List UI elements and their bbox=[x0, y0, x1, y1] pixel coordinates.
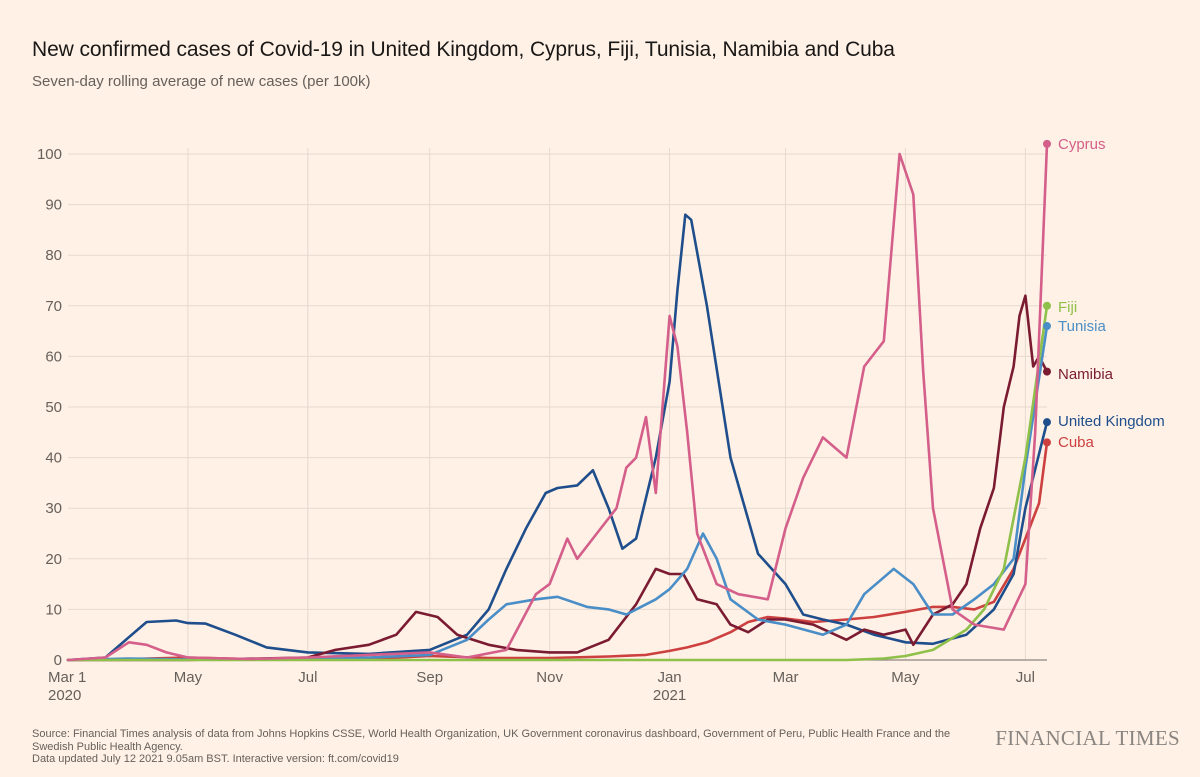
x-tick-label: Nov bbox=[536, 669, 563, 686]
end-dot-fiji bbox=[1043, 301, 1051, 310]
y-tick-label: 90 bbox=[45, 197, 62, 214]
y-tick-label: 70 bbox=[45, 298, 62, 315]
chart-subtitle: Seven-day rolling average of new cases (… bbox=[32, 73, 371, 90]
series-label-cyprus: Cyprus bbox=[1058, 136, 1106, 153]
series-label-cuba: Cuba bbox=[1058, 434, 1095, 451]
series-line-cyprus bbox=[66, 142, 1049, 662]
y-tick-label: 100 bbox=[37, 146, 62, 163]
series-line-tunisia bbox=[66, 324, 1049, 662]
x-tick-label: Sep bbox=[416, 669, 443, 686]
update-note: Data updated July 12 2021 9.05am BST. In… bbox=[32, 753, 399, 765]
series-lines bbox=[66, 142, 1049, 662]
x-tick-label: Mar 1 bbox=[48, 669, 86, 686]
series-line-namibia bbox=[66, 294, 1049, 662]
end-dot-united-kingdom bbox=[1043, 418, 1051, 427]
end-dot-cyprus bbox=[1043, 139, 1051, 148]
series-label-tunisia: Tunisia bbox=[1058, 318, 1106, 335]
y-tick-label: 0 bbox=[54, 652, 62, 669]
y-tick-label: 50 bbox=[45, 399, 62, 416]
x-tick-sublabel: 2021 bbox=[653, 687, 686, 704]
series-line-united-kingdom bbox=[66, 213, 1049, 662]
chart-footer: Source: Financial Times analysis of data… bbox=[32, 728, 972, 766]
x-tick-label: Mar bbox=[773, 669, 799, 686]
series-label-united-kingdom: United Kingdom bbox=[1058, 413, 1165, 430]
chart-title: New confirmed cases of Covid-19 in Unite… bbox=[32, 38, 895, 61]
end-dot-namibia bbox=[1043, 367, 1051, 376]
y-tick-label: 60 bbox=[45, 348, 62, 365]
end-dot-cuba bbox=[1043, 438, 1051, 447]
x-tick-label: May bbox=[174, 669, 203, 686]
y-tick-label: 40 bbox=[45, 450, 62, 467]
x-tick-label: Jul bbox=[1016, 669, 1035, 686]
x-tick-label: Jul bbox=[298, 669, 317, 686]
line-end-labels: Cuba United Kingdom Namibia Tunisia Fiji Cypr… bbox=[1043, 136, 1165, 451]
series-label-fiji: Fiji bbox=[1058, 299, 1077, 316]
x-tick-label: Jan bbox=[657, 669, 681, 686]
end-dot-tunisia bbox=[1043, 322, 1051, 331]
y-tick-label: 80 bbox=[45, 247, 62, 264]
ft-logo: FINANCIAL TIMES bbox=[995, 726, 1180, 750]
series-line-fiji bbox=[66, 304, 1049, 662]
series-label-namibia: Namibia bbox=[1058, 366, 1114, 383]
y-tick-label: 30 bbox=[45, 500, 62, 517]
y-tick-label: 20 bbox=[45, 551, 62, 568]
x-tick-sublabel: 2020 bbox=[48, 687, 81, 704]
x-tick-label: May bbox=[891, 669, 920, 686]
source-note: Source: Financial Times analysis of data… bbox=[32, 728, 951, 753]
y-tick-label: 10 bbox=[45, 601, 62, 618]
